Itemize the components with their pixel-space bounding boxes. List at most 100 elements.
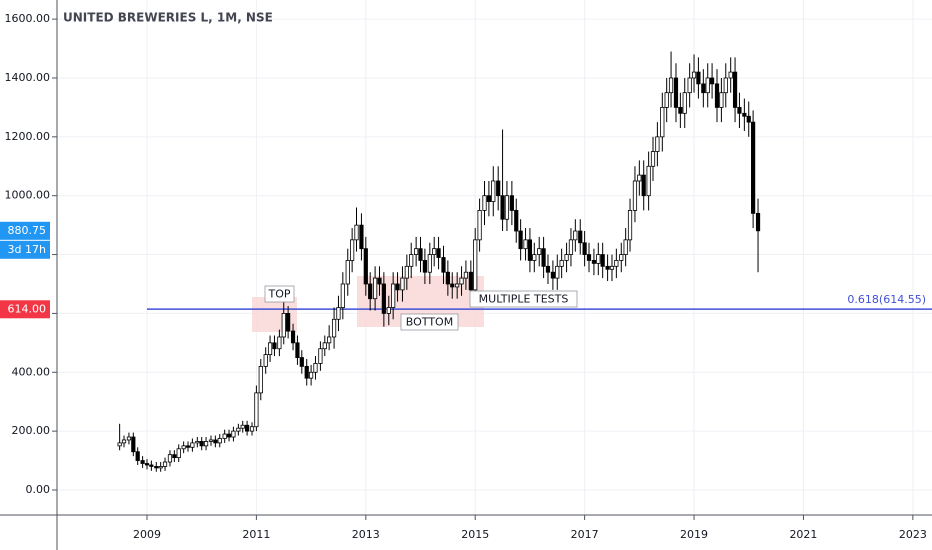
candle-body [277,336,282,350]
candle-body [217,438,222,444]
candle-body [263,354,268,367]
candle-body [514,210,519,232]
candle-body [427,254,432,273]
countdown-label: 3d 17h [8,243,46,256]
candle-body [154,466,159,469]
candle-body [637,174,642,182]
candle-body [135,451,140,461]
candle-body [286,313,291,332]
candle-body [354,224,359,241]
grid [57,0,932,515]
candle-body [573,230,578,241]
candle-body [682,92,687,114]
x-tick-label: 2019 [680,528,708,541]
candle-body [327,336,332,344]
candle-body [555,265,560,279]
candle-body [591,260,597,264]
candle-body [244,424,250,432]
candle-body [600,254,605,267]
candle-body [340,283,345,308]
candle-body [582,242,587,255]
candle-body [450,283,455,288]
y-tick-label: 1200.00 [5,130,51,143]
candle-body [627,210,633,241]
annotation: BOTTOM [406,316,453,329]
candle-body [496,180,501,197]
candle-body [564,254,569,261]
fib-label: 0.618(614.55) [847,293,926,306]
candle-body [500,195,505,220]
candle-body [381,283,386,314]
candle-body [290,330,296,344]
candle-body [568,239,574,255]
candle-body [491,180,496,202]
candle-body [418,248,423,261]
candle-body [664,92,669,108]
candle-body [121,439,127,444]
candle-body [395,283,400,291]
candle-body [518,230,523,250]
y-tick-label: 1600.00 [5,12,51,25]
countdown-badge [0,240,50,259]
price-badge [0,300,50,319]
annotation-box [469,290,578,308]
candle-body [281,313,286,338]
y-tick-label: 1000.00 [5,189,51,202]
candle-body [650,151,656,167]
candle-body [705,77,710,94]
candle-body [299,357,304,367]
candle-body [751,121,756,214]
candle-body [545,265,551,273]
annotation: MULTIPLE TESTS [479,293,569,306]
candle-body [249,426,255,432]
candle-body [660,107,665,138]
candle-body [632,180,638,211]
x-tick-label: 2017 [571,528,599,541]
candle-body [755,212,761,232]
candle-body [373,277,378,300]
annotation: TOP [267,288,290,301]
candle-body [532,254,537,261]
x-tick-label: 2021 [789,528,817,541]
candle-body [400,277,405,291]
candle-body [162,461,168,467]
candle-body [641,174,646,197]
candle-body [258,365,263,394]
price-badge-label: 614.00 [8,302,47,315]
candle-body [477,210,482,241]
candle-body [732,71,738,108]
candle-body [267,342,273,356]
candle-body [158,466,163,469]
x-tick-label: 2011 [242,528,270,541]
candle-body [596,254,601,264]
candle-body [240,424,245,429]
candle-body [541,248,546,267]
candle-body [181,445,186,450]
candle-body [737,107,742,114]
candle-body [363,248,368,285]
candle-body [504,195,510,220]
candle-body [295,342,300,358]
candle-body [236,427,241,432]
y-tick-label: 1400.00 [5,71,51,84]
candle-body [578,230,583,244]
candle-body [473,239,478,291]
candle-body [272,342,277,350]
candle-body [673,77,679,108]
candle-body [144,463,150,466]
annotation-box [400,313,459,331]
candle-body [441,257,446,273]
candle-body [486,195,491,202]
candle-body [304,365,309,379]
candle-body [678,107,683,114]
candle-body [345,260,350,285]
candle-body [414,248,419,255]
x-tick-label: 2013 [352,528,380,541]
candle-body [436,248,441,258]
candle-body [696,71,701,85]
candle-body [195,441,200,444]
candle-body [701,83,706,94]
candle-body [719,92,724,108]
candle-body [422,260,427,273]
